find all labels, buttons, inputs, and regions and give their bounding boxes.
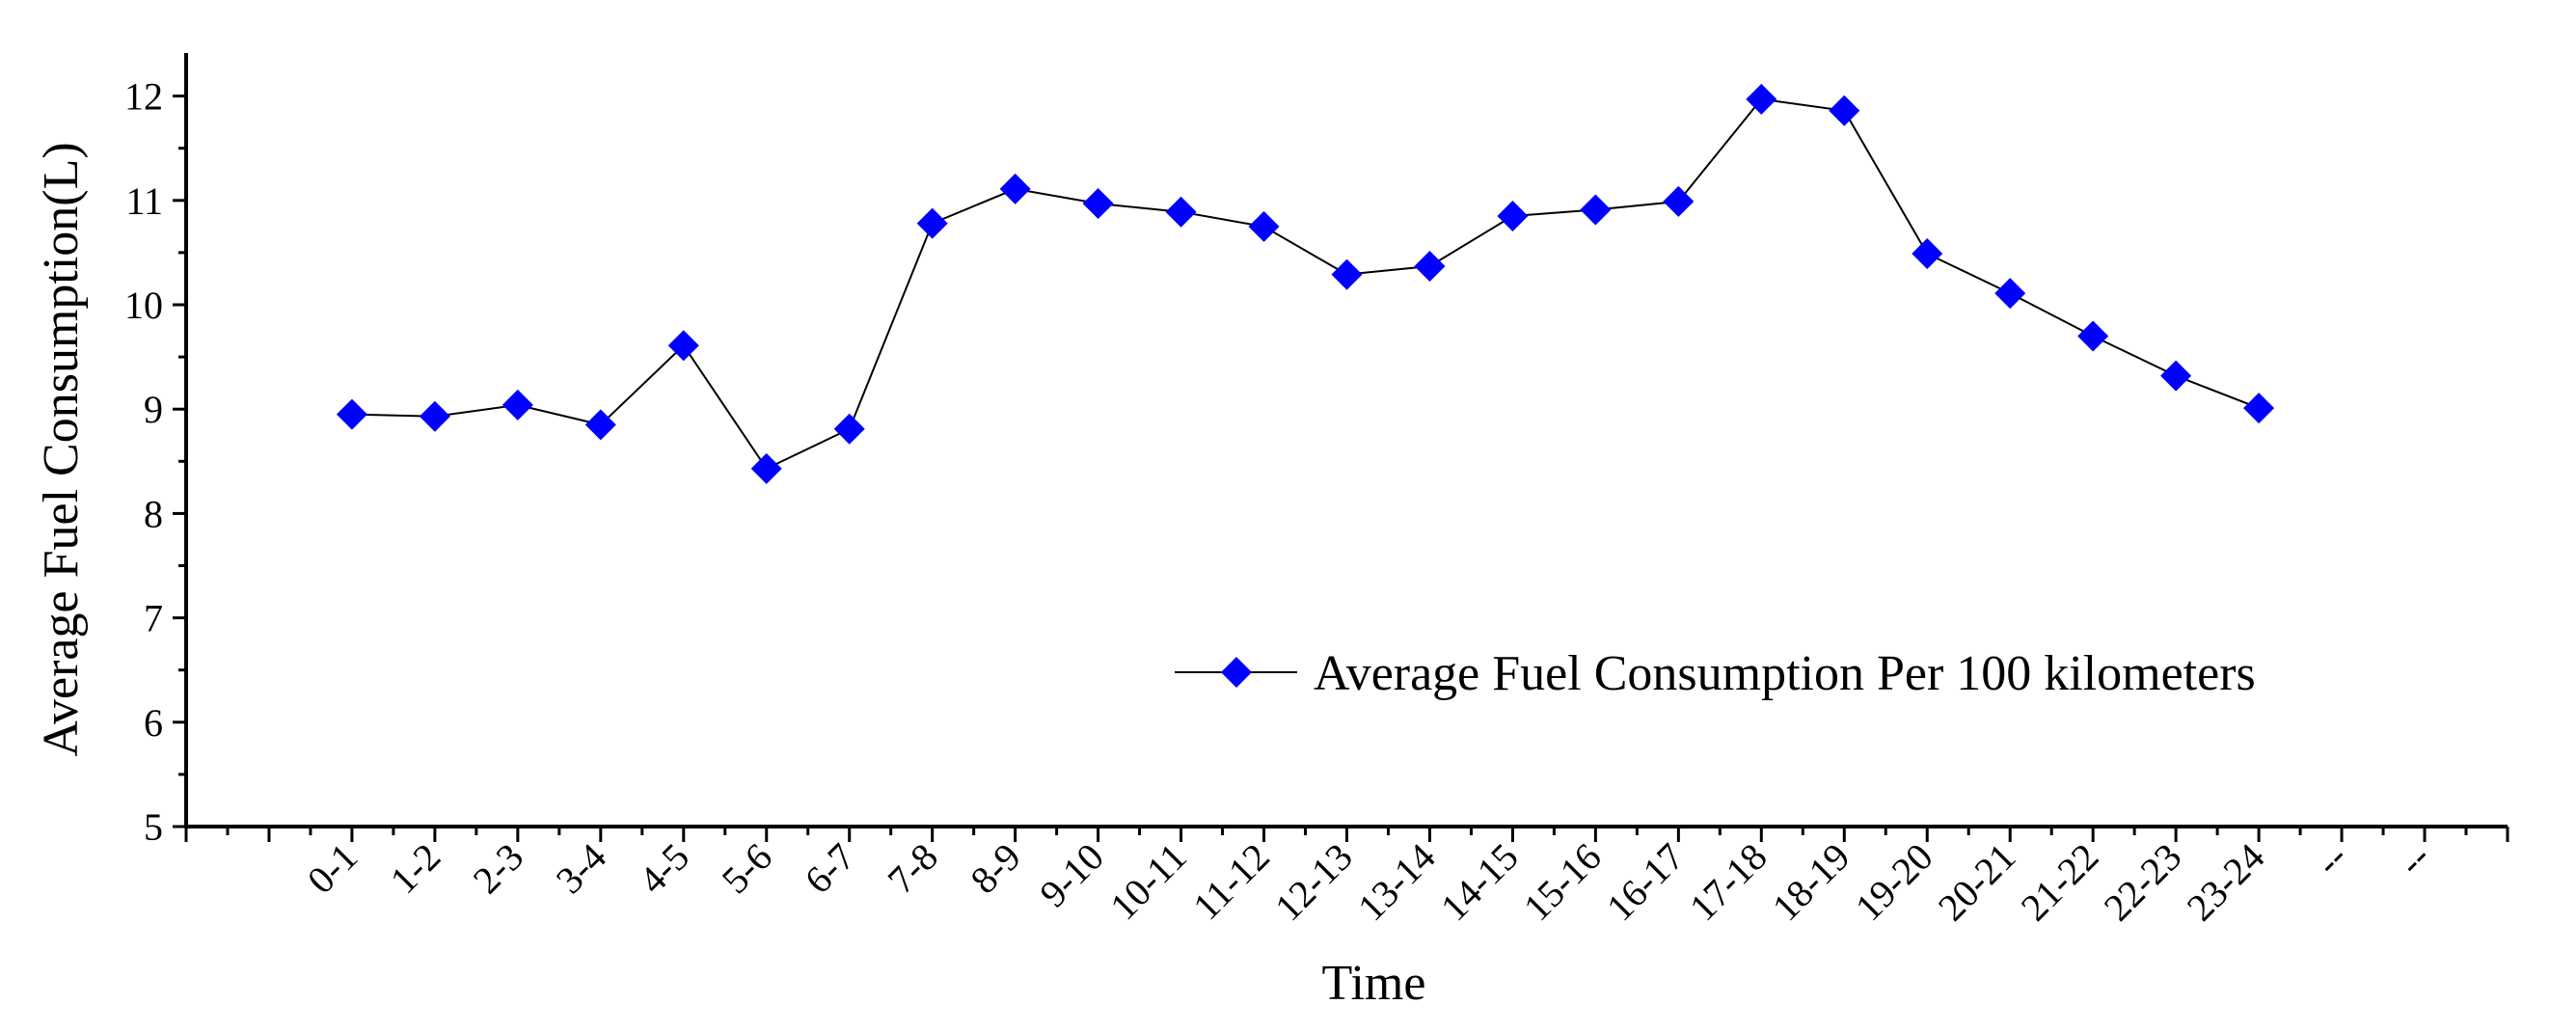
data-point-marker xyxy=(1994,278,2026,310)
y-tick-label: 6 xyxy=(144,701,163,745)
x-tick-label: 3-4 xyxy=(548,835,615,903)
x-tick-label: 13-14 xyxy=(1349,835,1444,930)
x-tick-label: 0-1 xyxy=(299,835,366,903)
x-tick-label: 16-17 xyxy=(1598,835,1693,930)
data-point-marker xyxy=(1580,194,1612,226)
x-tick-label: 23-24 xyxy=(2179,835,2273,930)
data-point-marker xyxy=(999,173,1031,204)
data-point-marker xyxy=(1248,210,1280,242)
x-tick-label: 8-9 xyxy=(962,835,1029,903)
x-tick-label: 12-13 xyxy=(1266,835,1361,930)
legend-label: Average Fuel Consumption Per 100 kilomet… xyxy=(1314,646,2256,701)
x-tick-label: 19-20 xyxy=(1847,835,1941,930)
y-axis-title: Average Fuel Consumption(L) xyxy=(34,142,89,756)
data-point-marker xyxy=(833,413,865,445)
data-point-marker xyxy=(1165,196,1197,228)
data-point-marker xyxy=(1331,258,1363,290)
x-axis-title: Time xyxy=(1322,956,1426,1011)
data-point-marker xyxy=(1912,237,1943,269)
data-point-marker xyxy=(336,398,367,430)
legend-diamond-marker xyxy=(1221,657,1252,688)
data-point-marker xyxy=(1829,95,1860,126)
x-tick-label: 15-16 xyxy=(1515,835,1610,930)
legend: Average Fuel Consumption Per 100 kilomet… xyxy=(1175,646,2256,701)
y-axis-ticks: 5 6 7 8 9 10 11 12 xyxy=(124,75,186,849)
y-tick-label: 7 xyxy=(144,597,163,640)
series-line xyxy=(351,97,2260,471)
data-point-marker xyxy=(502,389,533,421)
x-tick-label: 9-10 xyxy=(1031,835,1112,916)
x-tick-label: 4-5 xyxy=(631,835,698,903)
x-tick-label: 14-15 xyxy=(1432,835,1527,930)
x-tick-label: 6-7 xyxy=(797,835,864,903)
axes xyxy=(184,53,2508,828)
data-point-marker xyxy=(2243,393,2275,424)
y-tick-label: 10 xyxy=(124,284,163,327)
data-point-marker xyxy=(1663,185,1695,217)
y-tick-label: 11 xyxy=(125,179,163,223)
x-tick-label: 5-6 xyxy=(714,835,781,903)
x-tick-label: 17-18 xyxy=(1681,835,1776,930)
x-tick-label: -- xyxy=(2307,835,2356,884)
data-point-marker xyxy=(2160,360,2192,392)
x-tick-label: 11-12 xyxy=(1184,835,1278,929)
y-tick-label: 8 xyxy=(144,492,163,535)
data-point-marker xyxy=(1414,250,1446,282)
x-tick-label: 2-3 xyxy=(465,835,532,903)
data-point-marker xyxy=(584,409,616,441)
x-tick-label: 18-19 xyxy=(1764,835,1858,930)
x-tick-label: 7-8 xyxy=(880,835,947,903)
y-tick-label: 12 xyxy=(124,75,163,119)
data-point-marker xyxy=(916,207,948,239)
y-tick-label: 5 xyxy=(144,805,163,849)
x-axis-ticks: 0-1 1-2 2-3 3-4 4-5 5-6 6-7 7-8 8-9 9-1010-1111-1… xyxy=(184,827,2509,930)
x-tick-label: 10-11 xyxy=(1101,835,1195,929)
data-point-marker xyxy=(667,330,699,362)
data-point-marker xyxy=(2077,320,2109,352)
x-tick-label: 22-23 xyxy=(2096,835,2190,930)
series-layer xyxy=(336,83,2275,484)
data-point-marker xyxy=(1746,83,1777,115)
data-point-marker xyxy=(1497,201,1529,232)
x-tick-label: -- xyxy=(2390,835,2439,884)
y-tick-label: 9 xyxy=(144,388,163,431)
x-tick-label: 1-2 xyxy=(382,835,449,903)
x-tick-label: 21-22 xyxy=(2013,835,2107,930)
data-point-marker xyxy=(1082,188,1114,220)
data-point-marker xyxy=(750,452,782,484)
x-tick-label: 20-21 xyxy=(1930,835,2024,930)
data-point-marker xyxy=(419,400,450,432)
